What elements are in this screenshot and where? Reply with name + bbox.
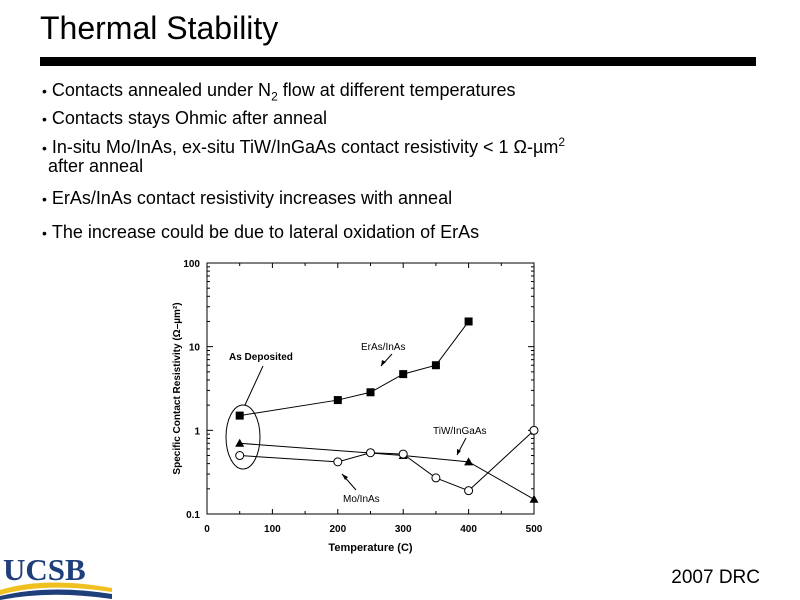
- x-tick-label: 400: [460, 524, 477, 535]
- as-deposited-ellipse: [225, 404, 261, 470]
- bullet-1: • Contacts annealed under N2 flow at diff…: [42, 80, 516, 104]
- series-line-tiw-ingaas: [239, 442, 535, 500]
- erasinas-point: [333, 396, 342, 405]
- bullet-1-text-b: flow at different temperatures: [277, 80, 516, 100]
- erasinas-arrowhead: [381, 360, 386, 366]
- slide-title: Thermal Stability: [40, 10, 279, 46]
- y-tick-label: 100: [183, 259, 200, 270]
- logo-wave-gold: [0, 582, 112, 595]
- chart-axes: 0 100 200 300 400 500 0.1 1 10 100 Temperature (C)…: [172, 259, 543, 554]
- y-tick-label: 0.1: [186, 510, 200, 521]
- erasinas-point: [235, 411, 244, 420]
- bullet-4: • ErAs/InAs contact resistivity increases…: [42, 188, 453, 208]
- as-deposited-arrow: [244, 365, 264, 406]
- x-tick-label: 300: [395, 524, 412, 535]
- ucsb-logo: UCSB: [0, 552, 112, 600]
- bullet-3-continuation: after anneal: [48, 156, 144, 176]
- y-tick-label: 10: [189, 343, 201, 354]
- y-axis-label: Specific Contact Resistivity (Ω–µm²): [172, 302, 183, 474]
- series-line-mo-inas: [239, 429, 535, 492]
- as-deposited-label: As Deposited: [229, 352, 293, 363]
- tiwingaas-point: [529, 494, 539, 503]
- bullet-5: • The increase could be due to lateral ox…: [42, 222, 480, 242]
- x-tick-label: 100: [264, 524, 281, 535]
- tiwingaas-arrowhead: [457, 449, 461, 455]
- footer-conference: 2007 DRC: [671, 567, 760, 588]
- moinas-arrowhead: [342, 474, 348, 480]
- bullet-4-text: ErAs/InAs contact resistivity increases …: [51, 188, 453, 208]
- chart-markers: [235, 317, 539, 503]
- ucsb-logo-text: UCSB: [3, 552, 86, 587]
- tiwingaas-point: [464, 457, 474, 466]
- chart-annotations: As Deposited ErAs/InAs TiW/InGaAs Mo/InAs: [225, 342, 487, 505]
- tiwingaas-label: TiW/InGaAs: [433, 426, 487, 437]
- moinas-point: [529, 425, 539, 435]
- bullet-3-text: In-situ Mo/InAs, ex-situ TiW/InGaAs cont…: [51, 137, 559, 157]
- tiwingaas-point: [235, 438, 245, 447]
- bullet-3: • In-situ Mo/InAs, ex-situ TiW/InGaAs con…: [42, 135, 566, 157]
- erasinas-point: [399, 370, 408, 379]
- erasinas-point: [366, 388, 375, 397]
- moinas-point: [333, 457, 343, 467]
- moinas-point: [431, 473, 441, 483]
- moinas-point: [235, 451, 245, 461]
- moinas-label: Mo/InAs: [343, 494, 380, 505]
- moinas-point: [464, 486, 474, 496]
- bullet-2-text: Contacts stays Ohmic after anneal: [51, 108, 328, 128]
- moinas-point: [398, 449, 408, 459]
- title-rule: [40, 57, 756, 66]
- erasinas-point: [464, 317, 473, 326]
- series-line-eras-inas: [239, 321, 470, 417]
- logo-wave-blue: [0, 589, 112, 600]
- moinas-point: [366, 448, 375, 458]
- x-axis-label: Temperature (C): [328, 542, 412, 554]
- erasinas-point: [431, 361, 440, 370]
- bullet-1-subscript: 2: [271, 89, 278, 104]
- bullet-1-text-a: Contacts annealed under N: [51, 80, 272, 100]
- x-tick-label: 0: [204, 524, 210, 535]
- y-tick-label: 1: [194, 426, 200, 437]
- bullet-5-text: The increase could be due to lateral oxi…: [51, 222, 480, 242]
- bullet-2: • Contacts stays Ohmic after anneal: [42, 108, 328, 128]
- x-tick-label: 200: [329, 524, 346, 535]
- bullet-3-superscript: 2: [558, 135, 566, 149]
- x-tick-label: 500: [526, 524, 543, 535]
- erasinas-label: ErAs/InAs: [361, 342, 405, 353]
